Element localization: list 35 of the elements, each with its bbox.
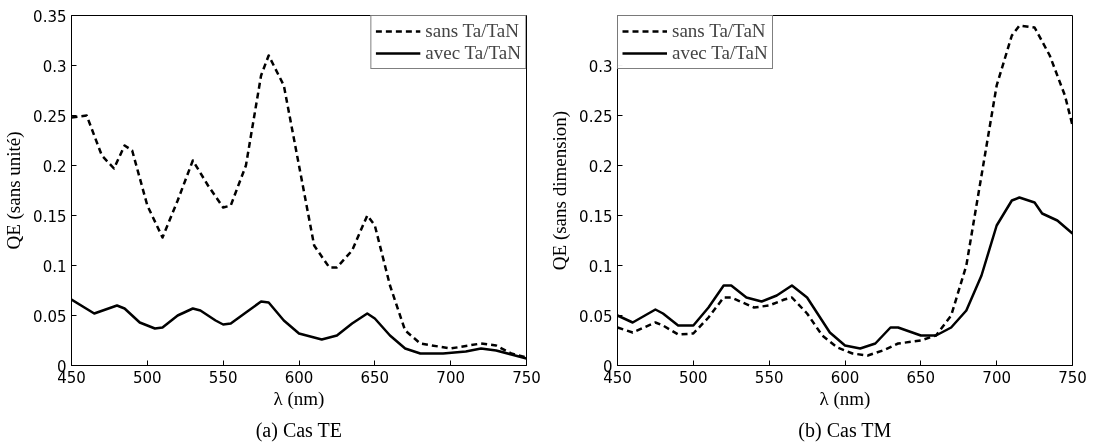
y-tick-label: 0.3 xyxy=(588,57,613,76)
y-tick-label: 0.25 xyxy=(579,107,613,126)
x-tick-label: 700 xyxy=(982,368,1011,387)
x-tick-label: 600 xyxy=(830,368,860,387)
y-tick-label: 0.2 xyxy=(42,157,67,176)
legend-label: sans Ta/TaN xyxy=(425,20,519,42)
x-tick-label: 650 xyxy=(360,368,390,387)
y-tick-label: 0.25 xyxy=(33,107,67,126)
y-axis-title: QE (sans dimension) xyxy=(549,110,572,271)
x-tick-label: 500 xyxy=(679,368,708,387)
x-tick-label: 600 xyxy=(284,368,314,387)
text: (b) Cas TM xyxy=(798,418,892,442)
legend-label: sans Ta/TaN xyxy=(672,20,766,42)
x-tick-label: 750 xyxy=(512,368,541,387)
x-axis-title: λ (nm) xyxy=(273,387,325,410)
y-axis-title: QE (sans unité) xyxy=(3,131,26,250)
x-tick-label: 550 xyxy=(208,368,238,387)
y-tick-label: 0.15 xyxy=(579,207,613,226)
x-tick-label: 550 xyxy=(754,368,784,387)
y-tick-label: 0.3 xyxy=(42,57,67,76)
y-tick-label: 0.1 xyxy=(588,257,613,276)
x-tick-label: 750 xyxy=(1058,368,1087,387)
y-tick-label: 0.35 xyxy=(33,7,67,26)
x-tick-label: 700 xyxy=(436,368,465,387)
y-tick-label: 0.05 xyxy=(33,307,67,326)
x-axis-title: λ (nm) xyxy=(819,387,871,410)
x-tick-label: 500 xyxy=(133,368,162,387)
y-tick-label: 0.2 xyxy=(588,157,613,176)
y-tick-label: 0.1 xyxy=(42,257,67,276)
legend-label: avec Ta/TaN xyxy=(425,42,521,64)
y-tick-label: 0.15 xyxy=(33,207,67,226)
x-tick-label: 650 xyxy=(906,368,936,387)
legend-label: avec Ta/TaN xyxy=(672,42,768,64)
y-tick-label: 0.05 xyxy=(579,307,613,326)
text: (a) Cas TE xyxy=(255,418,342,442)
